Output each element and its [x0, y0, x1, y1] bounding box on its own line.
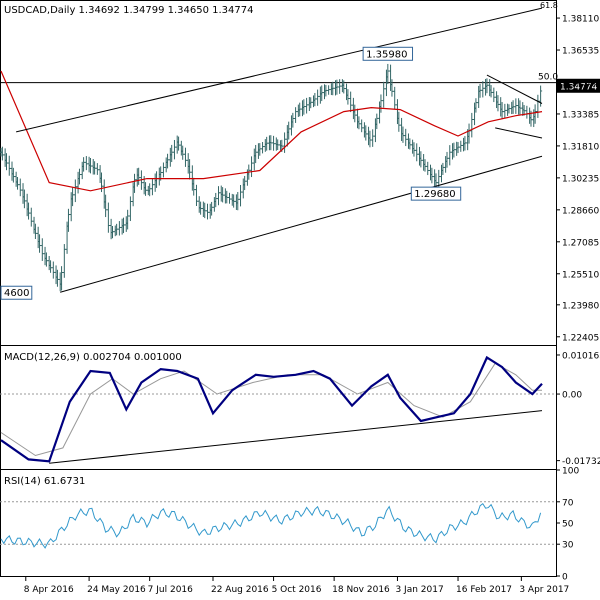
annotation-box [362, 46, 414, 61]
rsi-panel: 100 70 50 30 0 [0, 467, 579, 583]
x-tick-label: 16 Feb 2017 [456, 585, 512, 595]
fib-50-label: 50.0 [538, 73, 558, 83]
price-axis: 1.38110 1.36535 1.34960 1.33385 1.31810 1.302… [540, 1, 599, 343]
x-tick-label: 8 Apr 2016 [24, 585, 74, 595]
price-tick-label: 1.34960 [562, 78, 599, 88]
x-tick-label: 3 Jan 2017 [395, 585, 443, 595]
rsi-tick-label: 30 [562, 541, 574, 551]
price-tick-label: 1.28660 [562, 206, 599, 216]
triangle-lower-line [495, 127, 543, 139]
price-tick-label: 1.23980 [562, 301, 599, 311]
triangle-upper-line [486, 74, 543, 104]
rsi-title: RSI(14) 61.6731 [4, 476, 85, 487]
moving-average-line [0, 70, 543, 192]
rsi-tick-label: 70 [562, 498, 574, 508]
macd-tick-label: 0.010163 [562, 351, 600, 361]
last-price-label: 1.34774 [560, 82, 597, 92]
annotation-box [410, 186, 462, 201]
annotation-box [0, 285, 33, 300]
rsi-tick-label: 0 [562, 573, 568, 583]
price-tick-label: 1.33385 [562, 110, 599, 120]
price-tick-label: 1.27085 [562, 238, 599, 248]
x-tick-label: 3 Apr 2017 [519, 585, 569, 595]
rsi-tick-label: 100 [562, 467, 579, 477]
price-tick-label: 1.25510 [562, 270, 599, 280]
annotation-label: 4600 [4, 288, 29, 299]
price-tick-label: 1.38110 [562, 15, 599, 25]
macd-title: MACD(12,26,9) 0.002704 0.001000 [4, 352, 182, 363]
annotation-label: 1.35980 [366, 49, 407, 60]
macd-tick-label: 0.00 [562, 391, 582, 401]
x-tick-label: 22 Aug 2016 [211, 585, 269, 595]
price-tick-label: 1.36535 [562, 47, 599, 57]
rsi-line [0, 502, 542, 549]
price-lines: 1.35980 1.29680 4600 1.34774 [0, 7, 600, 300]
channel-upper-line [16, 7, 543, 133]
macd-support-line [49, 410, 543, 464]
fib-top-label: 61.8 [540, 1, 558, 10]
last-price-marker [557, 78, 600, 93]
price-tick-label: 1.22405 [562, 333, 599, 343]
rsi-tick-label: 50 [562, 520, 574, 530]
x-tick-label: 18 Nov 2016 [332, 585, 390, 595]
x-tick-label: 5 Oct 2016 [272, 585, 322, 595]
x-axis: 8 Apr 2016 24 May 2016 7 Jul 2016 22 Aug 20… [24, 576, 569, 595]
price-grid: 50.0 [0, 73, 558, 84]
price-tick-label: 1.30235 [562, 174, 599, 184]
x-tick-label: 24 May 2016 [87, 585, 146, 595]
macd-line [0, 355, 543, 463]
price-title: USDCAD,Daily 1.34692 1.34799 1.34650 1.3… [4, 5, 254, 16]
channel-lower-line [60, 155, 543, 293]
x-tick-label: 7 Jul 2016 [148, 585, 193, 595]
annotation-label: 1.29680 [414, 189, 455, 200]
price-tick-label: 1.31810 [562, 142, 599, 152]
